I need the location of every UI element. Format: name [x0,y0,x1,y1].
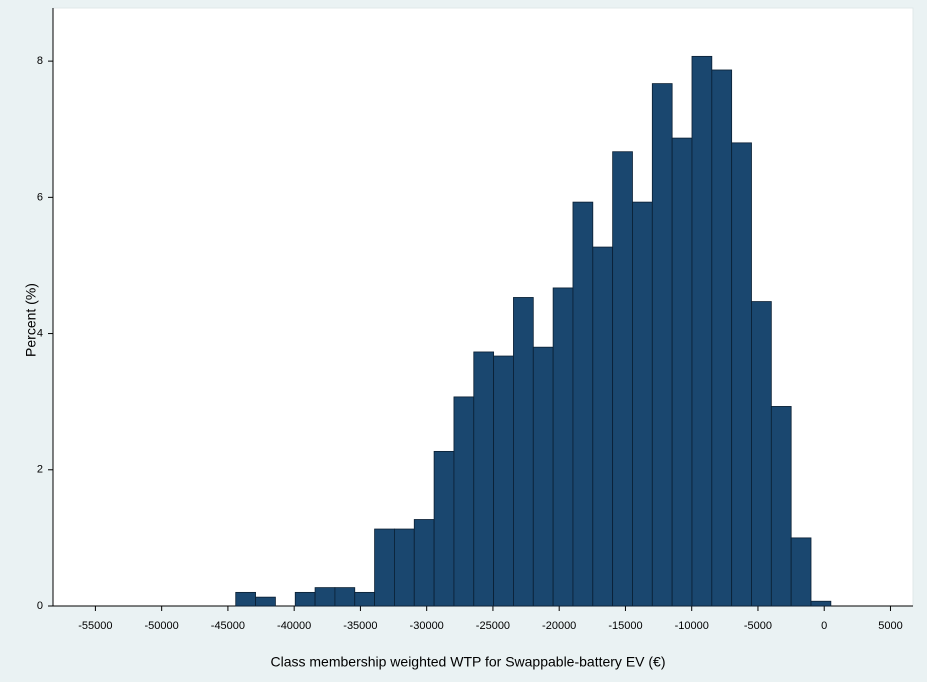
bar [592,246,614,607]
bar [810,600,832,607]
bar [513,297,534,607]
x-tick-label: -25000 [476,620,510,632]
x-tick-label: -10000 [675,620,709,632]
bar [354,591,375,607]
y-tick-label: 0 [37,600,43,612]
y-tick-label: 2 [37,464,43,476]
bar [314,587,336,607]
bar [413,519,435,607]
bar [453,396,475,607]
x-tick-label: -55000 [78,620,112,632]
y-tick-label: 6 [37,191,43,203]
bar [751,301,772,607]
x-tick-label: -30000 [410,620,444,632]
bar [731,142,752,607]
y-tick-label: 4 [37,327,43,339]
x-tick-label: -50000 [145,620,179,632]
bar [374,528,395,607]
bar [334,587,356,607]
x-tick-label: -15000 [608,620,642,632]
bar [612,151,633,607]
bar [691,55,713,607]
bar [493,355,514,607]
bar [433,450,455,607]
x-tick-label: -45000 [211,620,245,632]
bar [651,83,673,607]
bar [294,591,316,607]
bar [394,528,415,607]
bar [572,201,594,607]
bar [711,69,733,607]
bar [770,406,792,607]
bar [632,201,653,607]
bar [790,537,812,607]
bar [255,596,276,607]
x-tick-label: -35000 [343,620,377,632]
y-tick-label: 8 [37,55,43,67]
bar [671,137,693,607]
bar [235,591,256,607]
x-tick-label: -20000 [542,620,576,632]
x-tick-label: 0 [821,620,827,632]
bar [552,287,574,607]
x-tick-label: 5000 [878,620,902,632]
bar [473,351,495,607]
x-axis-title: Class membership weighted WTP for Swappa… [270,654,665,670]
x-tick-label: -40000 [277,620,311,632]
y-axis-title: Percent (%) [23,283,39,357]
bar [532,346,554,607]
x-tick-label: -5000 [744,620,772,632]
